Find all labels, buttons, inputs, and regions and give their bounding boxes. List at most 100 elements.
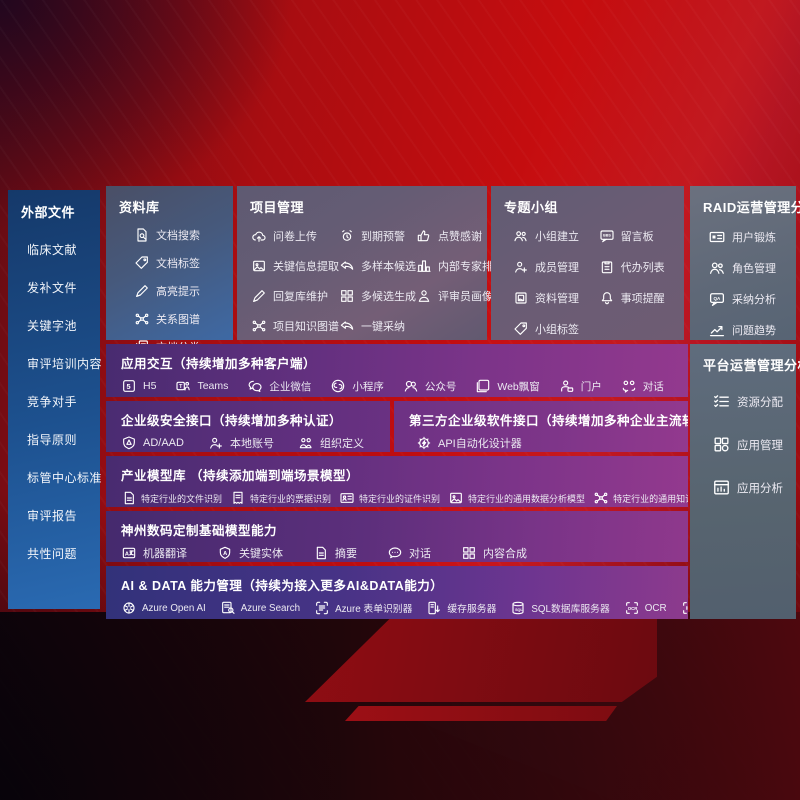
feature-item: 特定行业的证件识别 — [339, 490, 440, 506]
feature-label: 评审员画像 — [438, 291, 493, 303]
azure-search-icon — [220, 600, 236, 616]
feature-item: 特定行业的通用数据分析模型 — [448, 490, 585, 506]
sidebar-item: 审评培训内容 — [27, 357, 103, 371]
multi-sample-icon — [339, 258, 355, 274]
multi-generate-icon — [339, 288, 355, 304]
svg-text:OCR: OCR — [627, 606, 637, 611]
feature-item: 对话 — [387, 545, 431, 561]
industry-model-row: 产业模型库 （持续添加端到端场景模型） 特定行业的文件识别 特定行业的票据识别 特定… — [106, 456, 688, 507]
platform-analysis-title: 平台运营管理分析 — [703, 358, 800, 373]
feature-item: 特定行业的文件识别 — [121, 490, 222, 506]
industry-model-title: 产业模型库 （持续添加端到端场景模型） — [121, 469, 359, 483]
feature-label: 特定行业的通用知识图谱模型 — [613, 493, 688, 504]
adoption-analysis-icon: QA — [708, 290, 726, 308]
doc-search-icon — [134, 227, 150, 243]
dialog-icon — [621, 378, 637, 394]
platform-analysis-items: 资源分配应用管理应用分析 — [690, 376, 796, 497]
svg-text:5: 5 — [126, 382, 130, 391]
feature-label: Web飘窗 — [497, 380, 540, 393]
feature-label: 小程序 — [352, 380, 384, 393]
security-interface-title: 企业级安全接口（持续增加多种认证） — [121, 414, 343, 428]
feature-item: 企业微信 — [247, 378, 311, 394]
digital-china-model-items: A 机器翻译 A 关键实体 摘要 对话 内容合成 — [106, 540, 688, 561]
feature-label: Azure Open AI — [142, 602, 206, 614]
feature-item: 5 H5 — [121, 378, 156, 394]
feature-item: 多样本候选 — [339, 258, 416, 274]
feature-label: 门户 — [580, 380, 602, 393]
app-interaction-items: 5 H5 T Teams 企业微信 小程序 公众号 Web飘窗 门户 对话 — [106, 373, 688, 394]
feature-item: 缓存服务器 — [426, 600, 496, 616]
feature-item: Azure Open AI — [121, 600, 206, 616]
teams-icon: T — [175, 378, 191, 394]
cloud-upload-icon — [251, 228, 267, 244]
third-party-interface-row: 第三方企业级软件接口（持续增加多种企业主流软件接口） API自动化设计器 — [394, 401, 688, 452]
wecom-icon — [247, 378, 263, 394]
file-recognition-icon — [121, 490, 137, 506]
ai-data-capability-items: Azure Open AI Azure Search Azure 表单识别器 缓存服务… — [106, 595, 688, 616]
feature-item: 应用分析 — [712, 478, 796, 497]
feature-label: 应用管理 — [737, 439, 783, 452]
feature-label: 机器翻译 — [143, 548, 187, 560]
sidebar-item: 标管中心标准 — [27, 471, 103, 485]
feature-item: 角色管理 — [708, 259, 796, 277]
knowledge-graph-icon — [134, 311, 150, 327]
feature-label: 成员管理 — [535, 262, 579, 274]
feature-label: 回复库维护 — [273, 291, 328, 303]
feature-item: 应用管理 — [712, 435, 796, 454]
feature-label: 应用分析 — [737, 482, 783, 495]
reply-maintain-icon — [251, 288, 267, 304]
feature-item: 内容合成 — [461, 545, 527, 561]
miniprogram-icon — [330, 378, 346, 394]
feature-item: 一键采纳 — [339, 318, 416, 334]
h5-icon: 5 — [121, 378, 137, 394]
third-party-interface-title: 第三方企业级软件接口（持续增加多种企业主流软件接口） — [409, 414, 688, 428]
feature-label: 事项提醒 — [620, 293, 665, 305]
azure-openai-icon — [121, 600, 137, 616]
chat-dialog-icon — [387, 545, 403, 561]
feature-item: SQL SQL数据库服务器 — [510, 600, 610, 616]
feature-label: 高亮提示 — [156, 286, 200, 298]
ad-aad-icon — [121, 435, 137, 451]
feature-label: 多样本候选 — [361, 261, 416, 273]
sidebar-item: 竞争对手 — [27, 395, 78, 409]
sidebar-items: 临床文献 发补文件 关键字池 审评培训内容 竞争对手 指导原则 标管中心标准 审评报告 共性问题 — [8, 227, 103, 562]
feature-item: BBS 留言板 — [599, 228, 678, 244]
sidebar-item: 临床文献 — [27, 243, 78, 257]
feature-item: 本地账号 — [208, 435, 274, 451]
feature-item: 组织定义 — [298, 435, 364, 451]
feature-label: AD/AAD — [143, 437, 184, 449]
feature-label: 小组标签 — [535, 324, 579, 336]
role-manage-icon — [708, 259, 726, 277]
raid-analysis-items: 用户锻炼 角色管理 QA 采纳分析 问题趋势 — [690, 218, 796, 339]
feature-label: OCR — [644, 602, 667, 614]
feature-item: 多候选生成 — [339, 288, 416, 304]
key-entity-icon: A — [217, 545, 233, 561]
feature-item: Azure Search — [220, 600, 300, 616]
repository-box-items: 文档搜索文档标签高亮提示关系图谱文档分类 — [106, 218, 233, 355]
project-management-items: 问卷上传 到期预警 点赞感谢 关键信息提取 多样本候选 内部专家排名 回复库维护 多候选生成 评… — [237, 218, 504, 334]
feature-item: 文档标签 — [134, 255, 233, 271]
feature-label: 特定行业的通用数据分析模型 — [468, 493, 586, 504]
feature-item: 资源分配 — [712, 392, 796, 411]
svg-text:SQL: SQL — [515, 608, 523, 612]
feature-label: 一键采纳 — [361, 321, 405, 333]
sidebar-item: 审评报告 — [27, 509, 78, 523]
feature-item: 关系图谱 — [134, 311, 233, 327]
app-interaction-title: 应用交互（持续增加多种客户端） — [121, 357, 317, 371]
feature-item: 语音理解 — [681, 600, 688, 616]
feature-label: 到期预警 — [361, 231, 405, 243]
feature-item: OCR OCR — [624, 600, 667, 616]
raid-analysis-title: RAID运营管理分析 — [703, 200, 800, 215]
feature-label: 资源分配 — [737, 396, 783, 409]
feature-item: T Teams — [175, 378, 228, 394]
feature-item: 项目知识图谱 — [251, 318, 339, 334]
highlight-pen-icon — [134, 283, 150, 299]
feature-label: 公众号 — [424, 380, 457, 393]
reminder-icon — [599, 290, 615, 306]
team-create-icon — [513, 228, 529, 244]
issue-trend-icon — [708, 321, 726, 339]
feature-label: 项目知识图谱 — [273, 321, 339, 333]
app-manage-icon — [712, 435, 731, 454]
sql-server-icon: SQL — [510, 600, 526, 616]
project-management-box: 项目管理 问卷上传 到期预警 点赞感谢 关键信息提取 多样本候选 内部专家排名 回复库维护 多… — [237, 186, 504, 340]
